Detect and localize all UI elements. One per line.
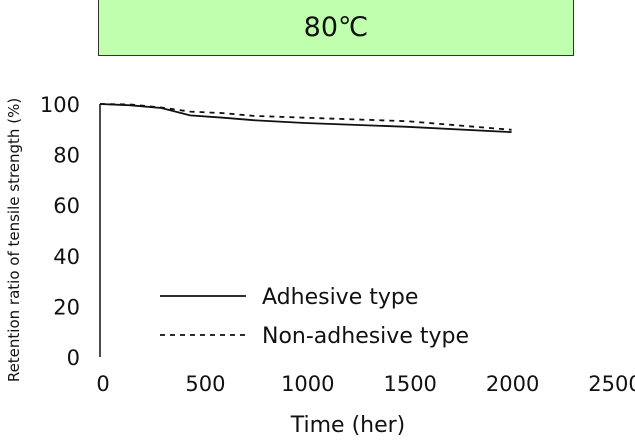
x-tick-label: 500	[185, 372, 225, 396]
legend-label-1: Non-adhesive type	[262, 324, 469, 349]
y-tick-label: 60	[53, 194, 80, 218]
chart-title: 80℃	[98, 0, 574, 56]
x-tick-label: 1500	[383, 372, 436, 396]
y-tick-label: 100	[40, 93, 80, 117]
x-tick-label: 0	[96, 372, 109, 396]
y-axis-label: Retention ratio of tensile strength (%)	[5, 98, 23, 382]
y-tick-label: 0	[67, 346, 80, 370]
y-tick-label: 40	[53, 245, 80, 269]
x-axis-label: Time (her)	[290, 413, 406, 438]
x-tick-label: 2500	[588, 372, 635, 396]
x-tick-label: 1000	[281, 372, 334, 396]
x-tick-label: 2000	[486, 372, 539, 396]
legend-label-0: Adhesive type	[262, 285, 418, 310]
series-line-1	[99, 103, 512, 131]
y-tick-label: 80	[53, 144, 80, 168]
y-tick-label: 20	[53, 295, 80, 319]
